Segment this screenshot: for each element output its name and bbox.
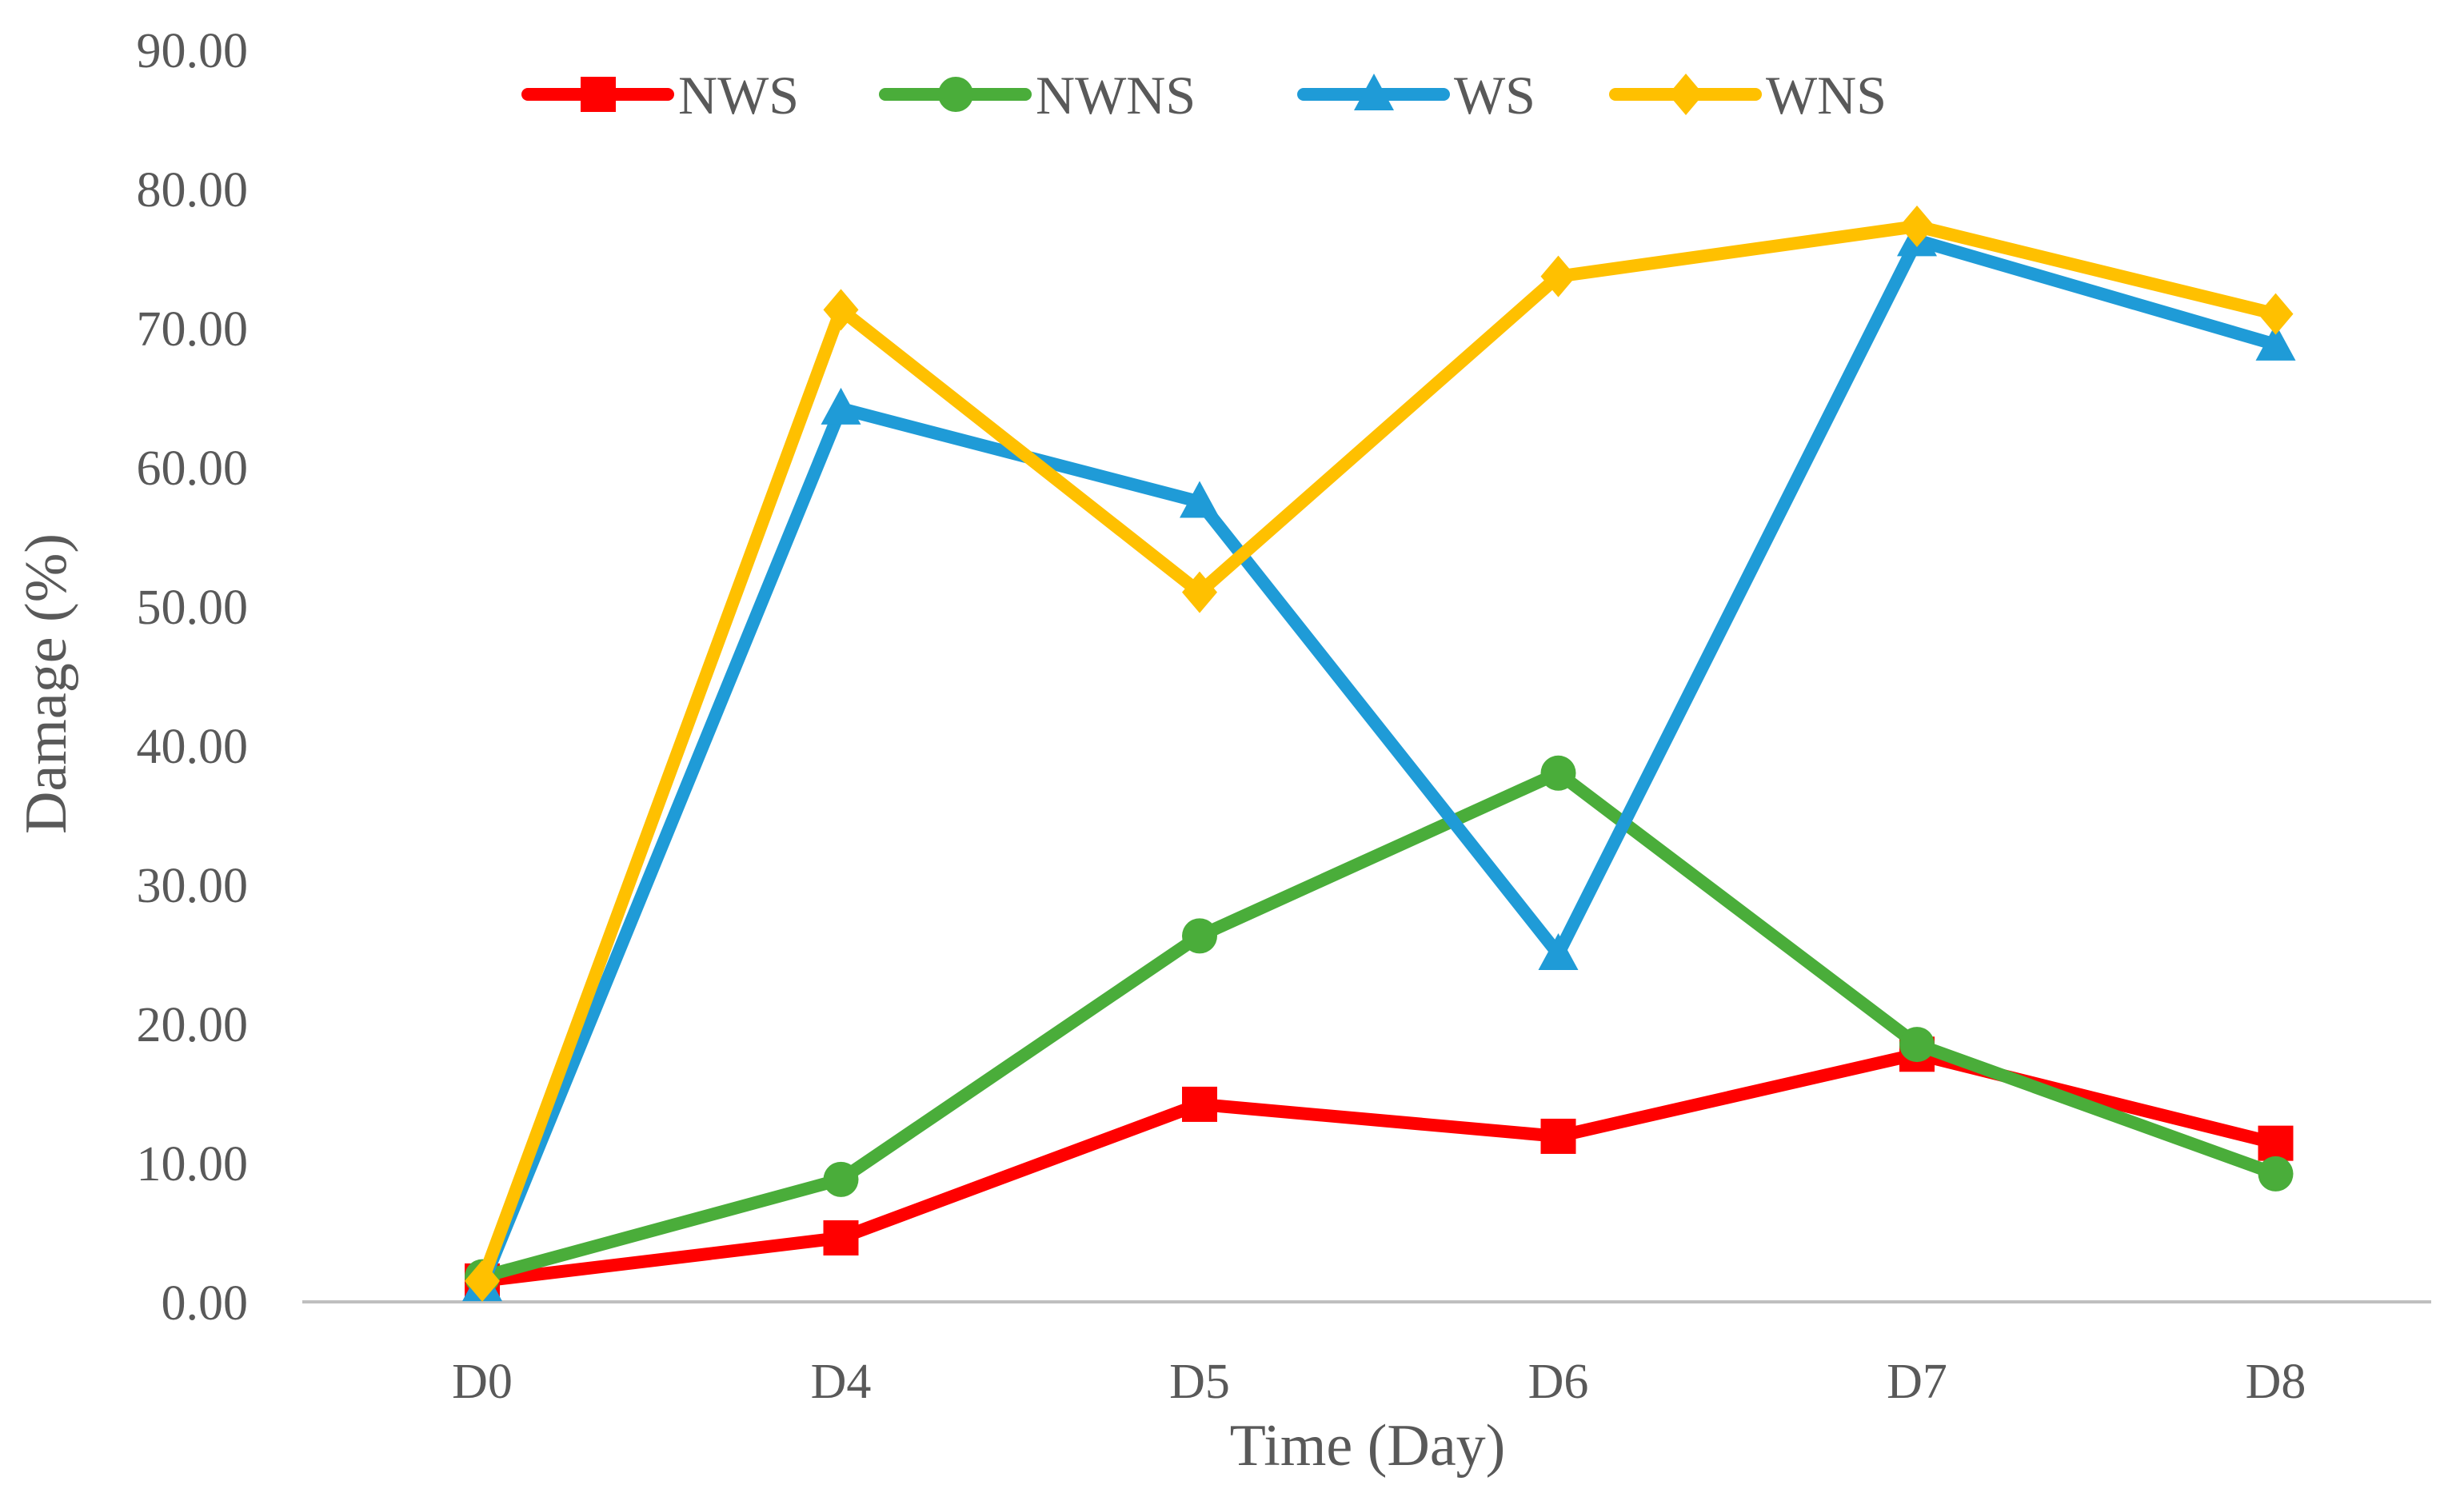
y-tick-label: 60.00: [137, 441, 249, 496]
data-point-ws: [821, 387, 861, 425]
data-point-nws: [823, 1220, 859, 1255]
legend-marker-square: [581, 77, 616, 112]
x-axis-title: Time (Day): [1230, 1413, 1506, 1479]
x-tick-label: D7: [1887, 1355, 1947, 1409]
x-axis-ticks: D0 D4 D5 D6 D7 D8: [452, 1355, 2306, 1409]
y-tick-label: 90.00: [137, 24, 249, 78]
legend-label: NWS: [678, 65, 799, 126]
data-point-nws: [1182, 1086, 1217, 1122]
y-tick-label: 40.00: [137, 720, 249, 774]
data-point-wns: [2258, 293, 2294, 335]
legend-item-ws: WS: [1297, 65, 1536, 126]
y-tick-label: 10.00: [137, 1137, 249, 1192]
y-tick-label: 30.00: [137, 859, 249, 913]
x-tick-label: D4: [811, 1355, 872, 1409]
data-point-nwns: [1540, 755, 1576, 791]
data-point-ws: [1180, 481, 1220, 518]
data-point-wns: [465, 1259, 500, 1302]
data-point-ws: [1538, 933, 1579, 970]
data-point-wns: [1540, 255, 1576, 297]
series-line-nwns: [476, 766, 2282, 1283]
series-line-wns: [476, 219, 2282, 1287]
data-point-nws: [1540, 1118, 1576, 1154]
y-tick-label: 70.00: [137, 302, 249, 357]
series-ws: [462, 219, 2296, 1302]
y-tick-label: 20.00: [137, 998, 249, 1052]
data-point-wns: [1182, 571, 1217, 613]
series-wns: [465, 205, 2294, 1302]
x-tick-label: D5: [1169, 1355, 1230, 1409]
y-axis-ticks: 0.00 10.00 20.00 30.00 40.00 50.00 60.00 70.00 8…: [137, 24, 249, 1331]
x-tick-label: D0: [452, 1355, 513, 1409]
y-tick-label: 80.00: [137, 163, 249, 218]
series-line-ws: [476, 234, 2282, 1292]
legend-label: WS: [1454, 65, 1536, 126]
legend: NWS NWNS WS WNS: [521, 65, 1887, 126]
legend-item-nwns: NWNS: [879, 65, 1196, 126]
y-tick-label: 0.00: [162, 1276, 249, 1331]
series-line-nws: [476, 1048, 2282, 1287]
legend-label: WNS: [1766, 65, 1887, 126]
series-nwns: [465, 755, 2294, 1295]
data-point-nwns: [1899, 1027, 1935, 1063]
legend-marker-diamond: [1668, 74, 1703, 115]
data-point-ws: [2255, 323, 2296, 361]
data-point-nwns: [1182, 918, 1217, 954]
legend-marker-triangle: [1354, 74, 1394, 110]
series-layer: [462, 205, 2296, 1302]
data-point-nwns: [823, 1161, 859, 1197]
x-tick-label: D6: [1528, 1355, 1589, 1409]
y-tick-label: 50.00: [137, 581, 249, 635]
legend-item-nws: NWS: [521, 65, 799, 126]
legend-marker-circle: [938, 77, 973, 112]
legend-item-wns: WNS: [1609, 65, 1887, 126]
y-axis-title: Damage (%): [14, 533, 79, 834]
data-point-nws: [2258, 1125, 2294, 1161]
data-point-wns: [823, 289, 859, 331]
legend-label: NWNS: [1036, 65, 1196, 126]
data-point-nwns: [2258, 1156, 2294, 1192]
data-point-wns: [1899, 205, 1935, 247]
x-tick-label: D8: [2246, 1355, 2306, 1409]
